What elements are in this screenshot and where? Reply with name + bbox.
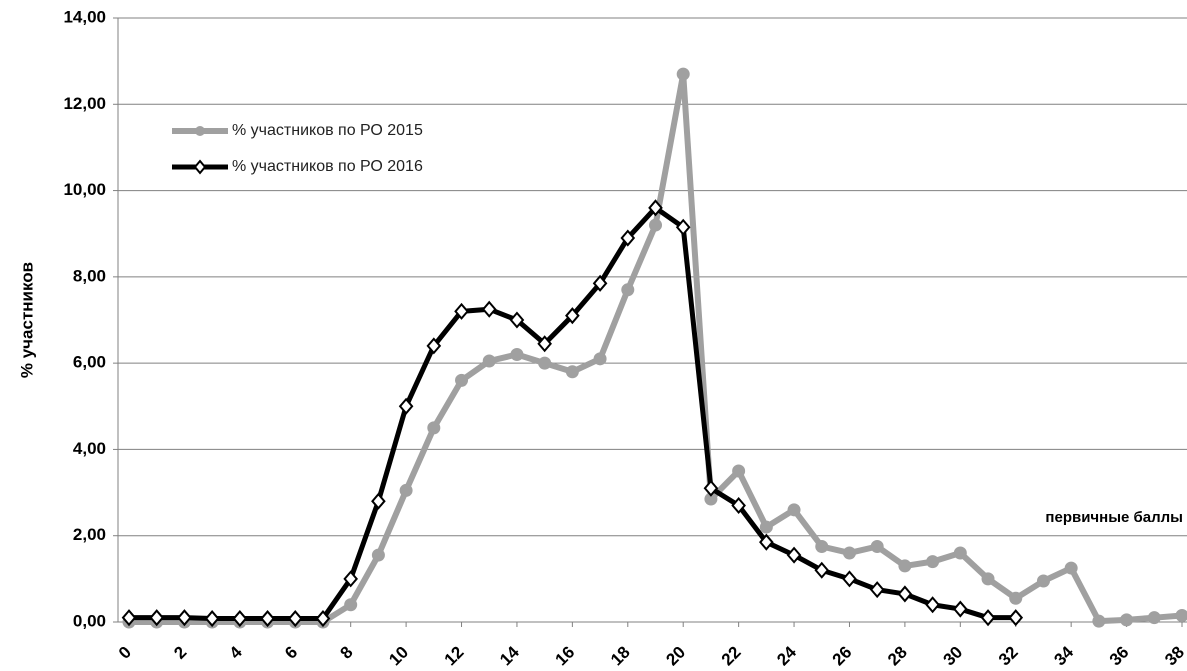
data-point: [372, 549, 385, 562]
data-point: [566, 365, 579, 378]
legend-label: % участников по РО 2016: [232, 158, 423, 175]
y-tick-label: 10,00: [63, 180, 106, 199]
data-point: [843, 572, 855, 586]
y-axis-label: % участников: [17, 262, 36, 378]
x-tick-label: 30: [940, 643, 967, 666]
data-point: [871, 583, 883, 597]
x-tick-label: 4: [226, 642, 247, 663]
data-point: [732, 465, 745, 478]
data-point: [1037, 575, 1050, 588]
data-point: [843, 546, 856, 559]
data-point: [510, 348, 523, 361]
x-tick-label: 32: [995, 643, 1022, 666]
x-tick-label: 18: [607, 643, 634, 666]
data-point: [1176, 609, 1187, 622]
data-point: [982, 572, 995, 585]
data-point: [621, 283, 634, 296]
data-point: [483, 354, 496, 367]
y-tick-label: 2,00: [73, 525, 106, 544]
data-point: [1065, 562, 1078, 575]
data-point: [1009, 592, 1022, 605]
legend-marker: [195, 126, 205, 136]
annotation: первичные баллы: [1045, 509, 1183, 526]
x-tick-label: 12: [441, 643, 468, 666]
x-tick-label: 26: [829, 643, 856, 666]
y-tick-label: 6,00: [73, 353, 106, 372]
data-point: [594, 352, 607, 365]
data-point: [899, 587, 911, 601]
x-tick-label: 22: [718, 643, 745, 666]
x-tick-label: 2: [170, 643, 190, 663]
y-tick-label: 12,00: [63, 94, 106, 113]
data-point: [677, 68, 690, 81]
x-tick-label: 36: [1106, 643, 1133, 666]
x-tick-label: 20: [662, 643, 689, 666]
x-tick-label: 10: [385, 643, 412, 666]
data-point: [982, 611, 994, 625]
y-tick-label: 0,00: [73, 611, 106, 630]
data-point: [926, 555, 939, 568]
y-tick-label: 4,00: [73, 439, 106, 458]
data-point: [427, 421, 440, 434]
legend-marker: [195, 161, 205, 173]
data-point: [954, 546, 967, 559]
data-point: [400, 484, 413, 497]
data-point: [898, 559, 911, 572]
series-line: [129, 208, 1016, 619]
data-point: [871, 540, 884, 553]
data-point: [1148, 611, 1161, 624]
x-tick-label: 14: [496, 642, 523, 666]
x-tick-label: 34: [1050, 642, 1077, 666]
data-point: [1120, 613, 1133, 626]
data-point: [1010, 611, 1022, 625]
legend-label: % участников по РО 2015: [232, 122, 423, 139]
x-tick-label: 38: [1161, 643, 1187, 666]
y-tick-label: 14,00: [63, 7, 106, 26]
data-point: [483, 302, 495, 316]
data-point: [538, 357, 551, 370]
x-tick-label: 6: [281, 643, 301, 663]
data-point: [815, 540, 828, 553]
data-point: [760, 521, 773, 534]
y-tick-label: 8,00: [73, 266, 106, 285]
x-tick-label: 8: [337, 643, 357, 663]
x-tick-label: 28: [884, 643, 911, 666]
data-point: [788, 503, 801, 516]
data-point: [954, 602, 966, 616]
x-tick-label: 24: [773, 642, 800, 666]
data-point: [1092, 615, 1105, 628]
data-point: [455, 374, 468, 387]
data-point: [927, 598, 939, 612]
data-point: [344, 598, 357, 611]
x-tick-label: 16: [552, 643, 579, 666]
data-point: [649, 219, 662, 232]
x-tick-label: 0: [115, 643, 135, 663]
series-line: [129, 74, 1182, 622]
